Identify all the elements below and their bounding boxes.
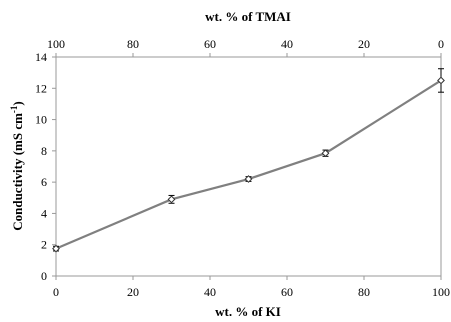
y-tick-label: 12 [35, 81, 47, 95]
y-axis-title-main: Conductivity (mS cm [10, 113, 25, 231]
y-tick-label: 14 [35, 50, 47, 64]
plot-area [55, 56, 442, 277]
data-point-marker [437, 76, 445, 85]
y-tick-label: 0 [41, 269, 47, 283]
top-x-axis-ticks: 100 80 60 40 20 0 [47, 37, 444, 57]
y-axis-title-end: ) [10, 101, 25, 105]
data-point-marker [167, 195, 176, 204]
series-line [55, 79, 442, 250]
x-axis-title: wt. % of KI [215, 304, 281, 319]
top-x-tick-label: 20 [358, 37, 370, 51]
top-x-tick-label: 100 [47, 37, 65, 51]
top-x-tick-label: 40 [281, 37, 293, 51]
y-axis-ticks: 0 2 4 6 8 10 12 14 [35, 50, 56, 283]
x-tick-label: 40 [204, 285, 216, 299]
y-axis-title: Conductivity (mS cm-1) [9, 101, 25, 231]
y-tick-label: 6 [41, 175, 47, 189]
series-layer [52, 68, 445, 253]
y-tick-label: 2 [41, 238, 47, 252]
top-x-axis-title: wt. % of TMAI [205, 9, 291, 24]
y-tick-label: 4 [41, 206, 47, 220]
x-tick-label: 0 [53, 285, 59, 299]
data-point-marker [244, 175, 253, 183]
x-tick-label: 100 [432, 285, 450, 299]
x-axis-ticks: 0 20 40 60 80 100 [53, 276, 450, 299]
y-axis-title-superscript: -1 [9, 105, 19, 113]
x-tick-label: 60 [281, 285, 293, 299]
top-x-tick-label: 60 [204, 37, 216, 51]
x-tick-label: 20 [127, 285, 139, 299]
y-tick-label: 8 [41, 144, 47, 158]
data-point-marker [52, 244, 60, 253]
top-x-tick-label: 80 [127, 37, 139, 51]
data-point-marker [321, 149, 330, 158]
y-tick-label: 10 [35, 113, 47, 127]
top-x-tick-label: 0 [438, 37, 444, 51]
x-tick-label: 80 [358, 285, 370, 299]
